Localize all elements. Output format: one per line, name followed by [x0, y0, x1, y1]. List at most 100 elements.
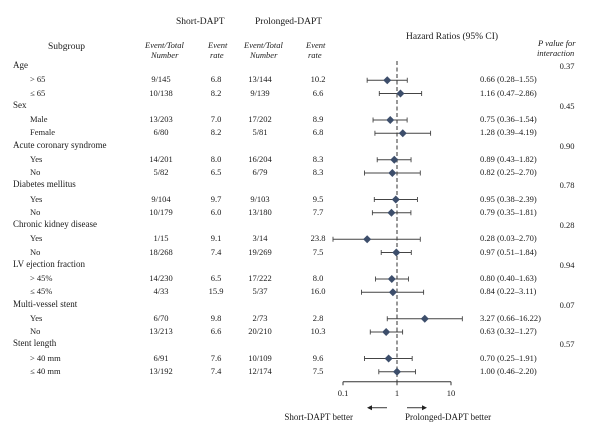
- subgroup-row-label: > 40 mm: [30, 352, 61, 363]
- short-event-total: 1/15: [153, 233, 169, 244]
- short-rate-header: rate: [210, 50, 224, 60]
- group-label: Chronic kidney disease: [13, 219, 97, 229]
- prolonged-event-rate: 10.3: [310, 326, 326, 336]
- p-value: 0.37: [559, 61, 575, 71]
- x-axis-tick-label: 10: [447, 388, 456, 398]
- hazard-ratio-ci: 0.84 (0.22–3.11): [480, 286, 537, 297]
- prolonged-event-total: 13/144: [248, 74, 272, 85]
- subgroup-row-label: ≤ 65: [30, 87, 46, 98]
- prolonged-event-total: 6/79: [252, 167, 268, 177]
- prolonged-event-total: 13/180: [248, 206, 272, 217]
- hazard-ratio-ci: 0.75 (0.36–1.54): [480, 114, 537, 124]
- hr-point-marker: [383, 76, 392, 85]
- short-event-total: 18/268: [149, 246, 173, 257]
- prolonged-event-total: 17/222: [248, 273, 272, 283]
- hazard-ratio-ci: 0.70 (0.25–1.91): [480, 352, 537, 363]
- prolonged-event-rate: 7.5: [312, 246, 324, 257]
- prolonged-event-rate: 6.6: [312, 87, 324, 98]
- short-event-rate: 9.8: [210, 312, 222, 323]
- prolonged-number-header: Number: [250, 50, 278, 60]
- hr-point-marker: [382, 328, 391, 336]
- hazard-ratio-ci: 0.82 (0.25–2.70): [480, 167, 537, 177]
- hr-point-marker: [384, 354, 393, 363]
- prolonged-event-rate: 7.7: [312, 206, 324, 217]
- p-value: 0.90: [559, 140, 575, 151]
- prolonged-event-total: 3/14: [252, 233, 268, 244]
- short-dapt-better-label: Short-DAPT better: [284, 412, 353, 422]
- hr-point-marker: [390, 155, 399, 164]
- subgroup-row-label: No: [30, 167, 41, 177]
- prolonged-event-total: 2/73: [252, 312, 268, 323]
- prolonged-event-rate: 23.8: [310, 233, 326, 244]
- short-event-rate: 9.1: [210, 233, 222, 244]
- short-event-total: 10/138: [149, 87, 173, 98]
- hazard-ratio-ci: 0.63 (0.32–1.27): [480, 326, 537, 336]
- hazard-ratio-ci: 0.95 (0.38–2.39): [480, 193, 537, 204]
- prolonged-event-rate: 8.3: [312, 167, 324, 177]
- short-event-total-header: Event/Total: [145, 40, 184, 50]
- left-arrow-icon: [367, 405, 372, 411]
- short-event-total: 9/104: [151, 193, 171, 204]
- short-event-total: 9/145: [151, 74, 171, 85]
- short-event-rate: 15.9: [208, 286, 224, 297]
- subgroup-row-label: No: [30, 246, 41, 257]
- short-event-total: 14/201: [149, 153, 173, 164]
- prolonged-event-header: Event: [306, 40, 326, 50]
- hr-point-marker: [393, 367, 401, 376]
- short-event-total: 4/33: [153, 286, 169, 297]
- prolonged-event-rate: 9.6: [312, 352, 324, 363]
- p-value: 0.28: [559, 220, 575, 230]
- hazard-ratio-ci: 0.97 (0.51–1.84): [480, 246, 537, 257]
- hr-point-marker: [388, 288, 397, 297]
- p-value: 0.94: [559, 259, 575, 270]
- hr-point-marker: [388, 169, 397, 177]
- hazard-ratios-header: Hazard Ratios (95% CI): [406, 32, 499, 42]
- p-value: 0.45: [559, 100, 575, 111]
- short-event-rate: 7.4: [210, 246, 222, 257]
- short-event-total: 14/230: [149, 273, 173, 283]
- short-event-rate: 6.0: [210, 206, 222, 217]
- hazard-ratio-ci: 1.28 (0.39–4.19): [480, 127, 537, 138]
- subgroup-header: Subgroup: [48, 42, 85, 52]
- prolonged-event-total: 12/174: [248, 365, 272, 376]
- short-event-rate: 6.6: [210, 326, 222, 336]
- group-label: Multi-vessel stent: [13, 298, 78, 309]
- group-label: Age: [13, 60, 28, 70]
- hr-point-marker: [391, 195, 400, 204]
- hazard-ratio-ci: 0.79 (0.35–1.81): [480, 206, 537, 217]
- x-axis-tick-label: 1: [395, 388, 399, 398]
- hr-point-marker: [387, 275, 396, 283]
- short-event-rate: 8.2: [210, 127, 222, 138]
- hr-point-marker: [398, 129, 407, 138]
- hr-point-marker: [386, 116, 395, 124]
- short-event-total: 5/82: [153, 167, 169, 177]
- subgroup-row-label: No: [30, 326, 41, 336]
- hazard-ratio-ci: 0.28 (0.03–2.70): [480, 233, 537, 244]
- subgroup-row-label: Female: [30, 127, 56, 138]
- prolonged-event-rate: 8.9: [312, 114, 324, 124]
- short-number-header: Number: [151, 50, 179, 60]
- prolonged-event-rate: 16.0: [310, 286, 326, 297]
- short-event-total: 6/70: [153, 312, 169, 323]
- prolonged-event-total: 9/139: [250, 87, 270, 98]
- prolonged-event-total: 9/103: [250, 193, 270, 204]
- x-axis-tick-label: 0.1: [338, 388, 349, 398]
- group-label: Acute coronary syndrome: [13, 139, 107, 150]
- right-arrow-icon: [422, 405, 427, 411]
- group-label: Diabetes mellitus: [13, 179, 76, 190]
- hazard-ratio-ci: 1.00 (0.46–2.20): [480, 365, 537, 376]
- subgroup-row-label: No: [30, 206, 41, 217]
- short-event-rate: 9.7: [210, 193, 222, 204]
- prolonged-event-rate: 7.5: [312, 365, 324, 376]
- hazard-ratio-ci: 0.66 (0.28–1.55): [480, 74, 537, 85]
- subgroup-row-label: > 45%: [30, 273, 53, 283]
- prolonged-event-total: 19/269: [248, 246, 272, 257]
- prolonged-event-total: 20/210: [248, 326, 272, 336]
- hr-point-marker: [392, 248, 401, 257]
- short-event-rate: 6.5: [210, 167, 222, 177]
- p-value: 0.07: [559, 299, 575, 310]
- hazard-ratio-ci: 0.80 (0.40–1.63): [480, 273, 537, 283]
- hr-point-marker: [363, 235, 372, 244]
- hazard-ratio-ci: 0.89 (0.43–1.82): [480, 153, 537, 164]
